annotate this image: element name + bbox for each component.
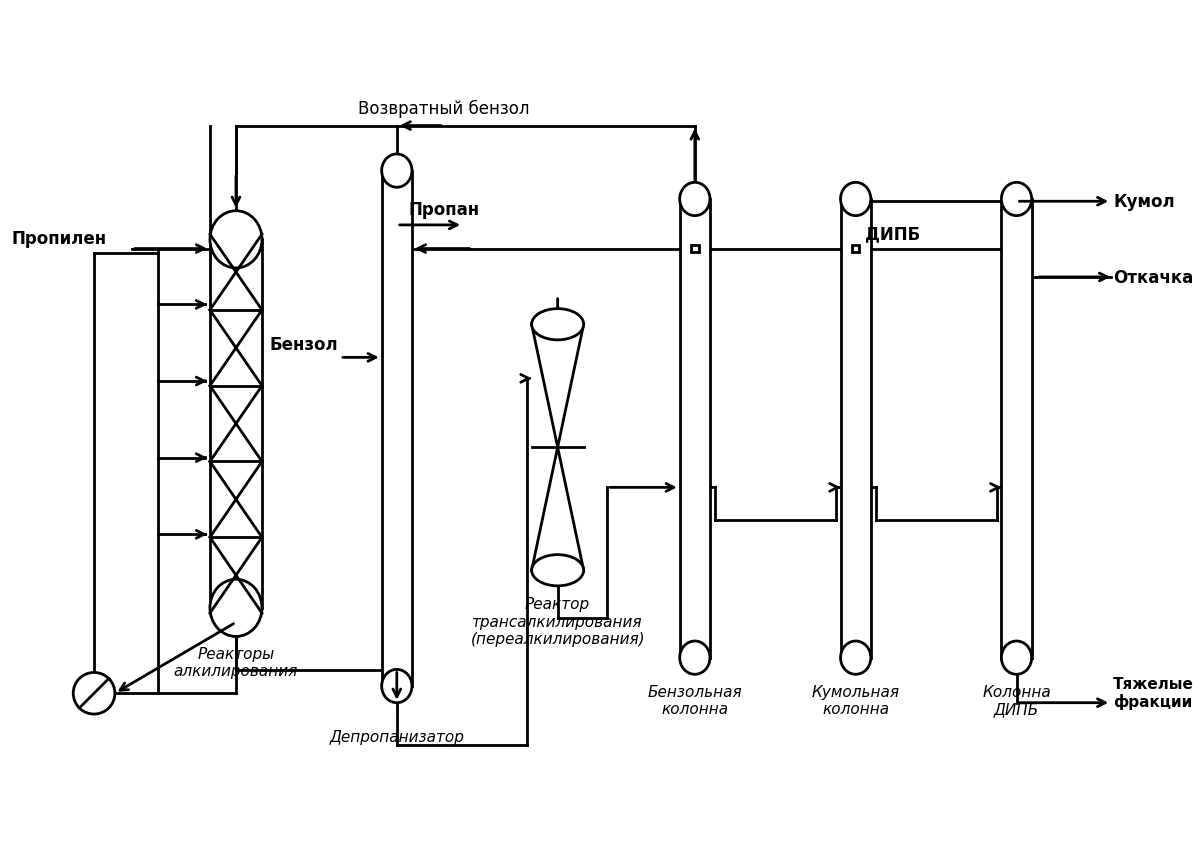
Bar (840, 199, 871, 658)
Text: Тяжелые
фракции: Тяжелые фракции (1114, 677, 1194, 710)
Ellipse shape (210, 579, 262, 636)
Ellipse shape (532, 555, 583, 586)
Text: Депропанизатор: Депропанизатор (329, 731, 464, 746)
Bar (679, 199, 710, 658)
Text: Возвратный бензол: Возвратный бензол (359, 100, 530, 118)
Polygon shape (532, 447, 583, 570)
Bar (691, 245, 698, 253)
Text: Кумольная
колонна: Кумольная колонна (811, 685, 900, 717)
Text: Реакторы
алкилирования: Реакторы алкилирования (174, 647, 298, 679)
Ellipse shape (840, 641, 871, 674)
Text: Откачка: Откачка (1114, 268, 1193, 286)
Ellipse shape (382, 669, 412, 703)
Ellipse shape (679, 641, 710, 674)
Text: ДИПБ: ДИПБ (865, 225, 920, 243)
Circle shape (73, 673, 115, 714)
Text: Пропилен: Пропилен (12, 230, 107, 248)
Text: Кумол: Кумол (1114, 193, 1175, 211)
Text: Бензольная
колонна: Бензольная колонна (648, 685, 742, 717)
Text: Колонна
ДИПБ: Колонна ДИПБ (982, 685, 1051, 717)
Ellipse shape (1001, 182, 1032, 215)
Ellipse shape (1001, 641, 1032, 674)
Ellipse shape (382, 154, 412, 187)
Bar (382, 171, 412, 686)
Bar (210, 240, 262, 608)
Text: Реактор
трансалкилирования
(переалкилирования): Реактор трансалкилирования (переалкилиро… (470, 597, 644, 647)
Text: Пропан: Пропан (408, 201, 479, 220)
Ellipse shape (210, 211, 262, 268)
Polygon shape (532, 325, 583, 447)
Ellipse shape (840, 182, 871, 215)
Bar (1001, 199, 1032, 658)
Bar (852, 245, 859, 253)
Ellipse shape (532, 309, 583, 340)
Ellipse shape (679, 182, 710, 215)
Text: Бензол: Бензол (269, 336, 337, 354)
